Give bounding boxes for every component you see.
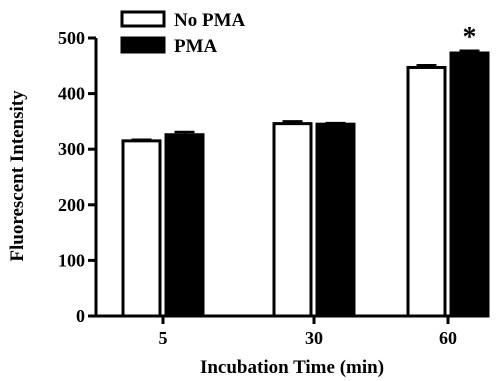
y-tick-label: 0	[76, 306, 85, 326]
significance-marker: *	[463, 22, 477, 53]
y-tick-label: 400	[58, 84, 85, 104]
bar	[164, 133, 205, 318]
legend-swatch	[120, 10, 166, 28]
bar	[315, 122, 356, 318]
x-tick-label: 30	[305, 328, 323, 348]
legend-swatch	[120, 36, 166, 54]
y-tick-label: 200	[58, 195, 85, 215]
legend: No PMA PMA	[120, 10, 246, 57]
x-tick-label: 60	[439, 328, 457, 348]
bar	[449, 51, 490, 318]
bar	[406, 65, 447, 318]
bar	[121, 139, 162, 318]
bar	[272, 122, 313, 318]
x-tick-label: 5	[159, 328, 168, 348]
x-axis-label: Incubation Time (min)	[200, 357, 384, 378]
y-axis: 0 100 200 300 400 500	[58, 28, 98, 326]
y-tick-label: 500	[58, 28, 85, 48]
y-tick-label: 100	[58, 250, 85, 270]
legend-label: No PMA	[174, 10, 246, 31]
y-tick-label: 300	[58, 139, 85, 159]
y-axis-label: Fluorescent Intensity	[7, 90, 28, 262]
legend-label: PMA	[174, 36, 218, 57]
annotations: *	[463, 22, 477, 53]
bars	[121, 49, 490, 318]
x-axis: 5 30 60	[94, 314, 488, 348]
